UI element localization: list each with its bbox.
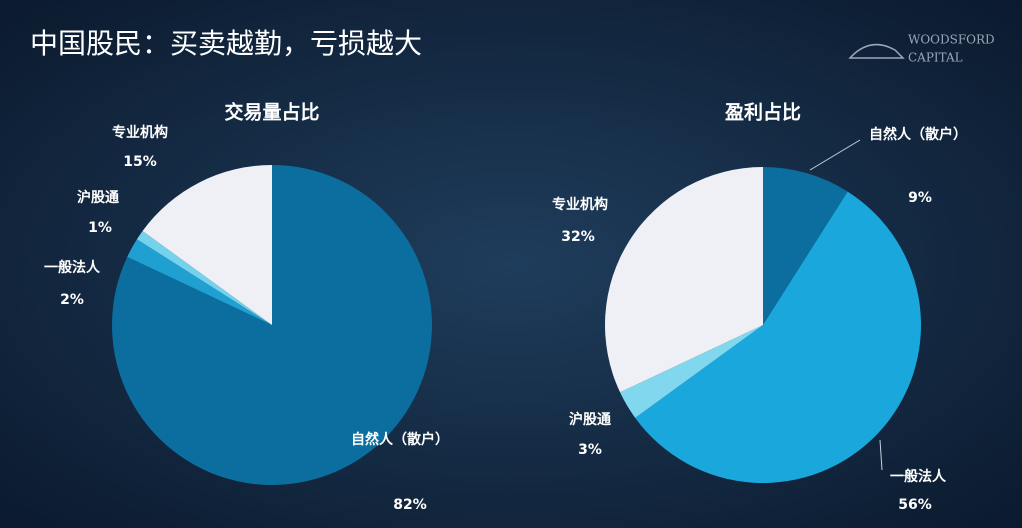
logo-text: WOODSFORD xyxy=(908,33,995,47)
value-label: 56% xyxy=(898,497,932,513)
logo-text: CAPITAL xyxy=(908,51,963,65)
slice-label: 自然人（散户） xyxy=(351,431,449,448)
slice-label: 沪股通 xyxy=(569,411,611,428)
value-label: 15% xyxy=(123,154,157,170)
pie-slice xyxy=(142,165,272,325)
pie-slice xyxy=(136,230,272,325)
value-label: 82% xyxy=(393,497,427,513)
slice-label: 沪股通 xyxy=(77,189,119,206)
slice-label: 专业机构 xyxy=(552,196,608,213)
pie-slice xyxy=(763,167,848,325)
pie-slice xyxy=(127,239,273,325)
slice-label: 自然人（散户） xyxy=(869,126,967,143)
leader-line xyxy=(879,439,883,471)
pie-slice xyxy=(620,325,763,418)
value-label: 3% xyxy=(578,442,602,458)
pie-slice xyxy=(605,167,763,393)
leader-line xyxy=(809,139,861,171)
logo-icon xyxy=(848,43,905,59)
slice-label: 一般法人 xyxy=(44,259,101,276)
pie-slice xyxy=(635,191,921,483)
slide-title: 中国股民：买卖越勤，亏损越大 xyxy=(30,27,422,60)
chart-title: 交易量占比 xyxy=(224,101,319,124)
value-label: 9% xyxy=(908,190,932,206)
chart-title: 盈利占比 xyxy=(724,101,801,124)
value-label: 32% xyxy=(561,229,595,245)
slice-label: 专业机构 xyxy=(112,124,168,141)
slice-label: 一般法人 xyxy=(890,468,947,485)
value-label: 2% xyxy=(60,292,84,308)
value-label: 1% xyxy=(88,220,112,236)
